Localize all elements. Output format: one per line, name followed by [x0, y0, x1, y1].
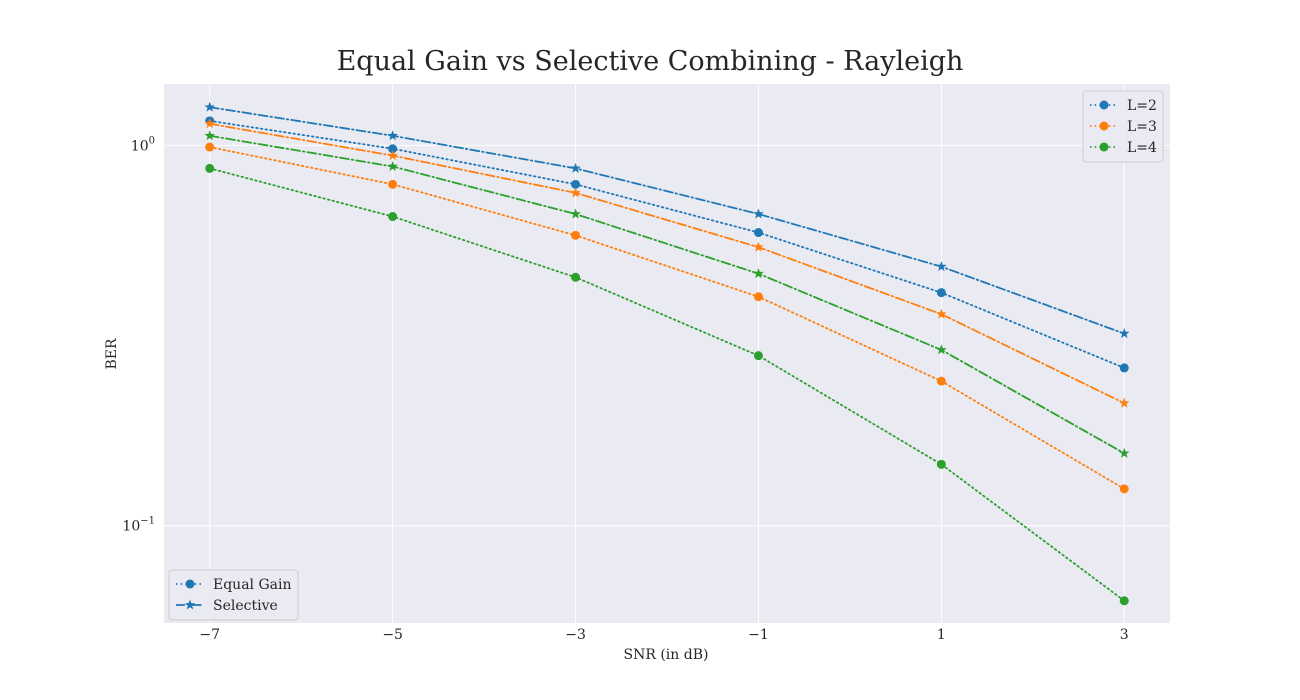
series-equal-gain-l4: [205, 163, 1129, 606]
series-line: [208, 122, 1126, 405]
circle-marker: [205, 142, 215, 152]
plot-area: [164, 84, 1170, 623]
star-marker: [753, 241, 764, 252]
circle-marker: [185, 579, 195, 589]
legend-label: L=3: [1127, 119, 1157, 135]
circle-marker: [205, 163, 215, 173]
legend-entry: L=4: [1090, 140, 1157, 156]
series-line: [208, 119, 1126, 369]
y-tick-label: 10−1: [122, 516, 155, 535]
legend-entry: L=2: [1090, 98, 1157, 114]
circle-marker: [936, 376, 946, 386]
star-marker: [184, 599, 196, 610]
star-marker: [936, 344, 947, 355]
circle-marker: [753, 292, 763, 302]
circle-marker: [1119, 484, 1129, 494]
chart-title: Equal Gain vs Selective Combining - Rayl…: [337, 46, 964, 77]
legend-box: [168, 569, 299, 621]
series-line: [208, 146, 1126, 490]
star-marker: [570, 187, 581, 198]
y-ticks: 100 10−1: [122, 135, 155, 534]
x-tick-label: −7: [199, 627, 220, 643]
x-tick-label: −1: [748, 627, 769, 643]
circle-marker: [753, 228, 763, 238]
star-marker: [570, 208, 581, 219]
y-axis-label: BER: [104, 338, 120, 370]
circle-marker: [1119, 363, 1129, 373]
legend-entry: Selective: [176, 598, 278, 614]
star-marker: [204, 101, 215, 112]
circle-marker: [936, 459, 946, 469]
y-tick-label: 100: [131, 135, 155, 154]
series-line: [208, 167, 1126, 602]
legend-color: L=2 L=3 L=4: [1082, 90, 1164, 163]
circle-marker: [1099, 100, 1109, 110]
circle-marker: [388, 212, 398, 222]
star-marker: [204, 118, 215, 129]
star-marker: [1119, 397, 1130, 408]
series-line: [208, 134, 1126, 455]
star-marker: [753, 268, 764, 279]
star-marker: [1119, 328, 1130, 339]
circle-marker: [1099, 142, 1109, 152]
legend-label: Equal Gain: [213, 577, 292, 593]
circle-marker: [936, 288, 946, 298]
series-selective-l2: [204, 101, 1130, 339]
series-equal-gain-l3: [205, 142, 1129, 494]
x-tick-label: 3: [1120, 627, 1129, 643]
circle-marker: [571, 230, 581, 240]
legend-label: L=4: [1127, 140, 1157, 156]
star-marker: [570, 162, 581, 173]
circle-marker: [571, 272, 581, 282]
x-tick-label: 1: [937, 627, 946, 643]
legend-entry: Equal Gain: [176, 577, 292, 593]
x-tick-label: −5: [382, 627, 403, 643]
series-layer: [204, 101, 1130, 606]
legend-label: Selective: [213, 598, 278, 614]
legend-entry: L=3: [1090, 119, 1157, 135]
star-marker: [387, 150, 398, 161]
x-tick-label: −3: [565, 627, 586, 643]
star-marker: [936, 308, 947, 319]
circle-marker: [388, 144, 398, 154]
circle-marker: [388, 179, 398, 189]
series-line: [208, 106, 1126, 335]
circle-marker: [753, 351, 763, 361]
legend-label: L=2: [1127, 98, 1157, 114]
series-selective-l4: [204, 130, 1130, 458]
star-marker: [387, 130, 398, 141]
x-axis-label: SNR (in dB): [624, 647, 709, 663]
circle-marker: [1099, 121, 1109, 131]
star-marker: [753, 208, 764, 219]
legend-method: Equal Gain Selective: [168, 569, 299, 621]
series-selective-l3: [204, 118, 1130, 408]
star-marker: [387, 160, 398, 171]
star-marker: [1119, 447, 1130, 458]
circle-marker: [1119, 596, 1129, 606]
star-marker: [936, 261, 947, 272]
circle-marker: [571, 179, 581, 189]
x-ticks: −7 −5 −3 −1 1 3: [199, 627, 1128, 643]
star-marker: [204, 130, 215, 141]
